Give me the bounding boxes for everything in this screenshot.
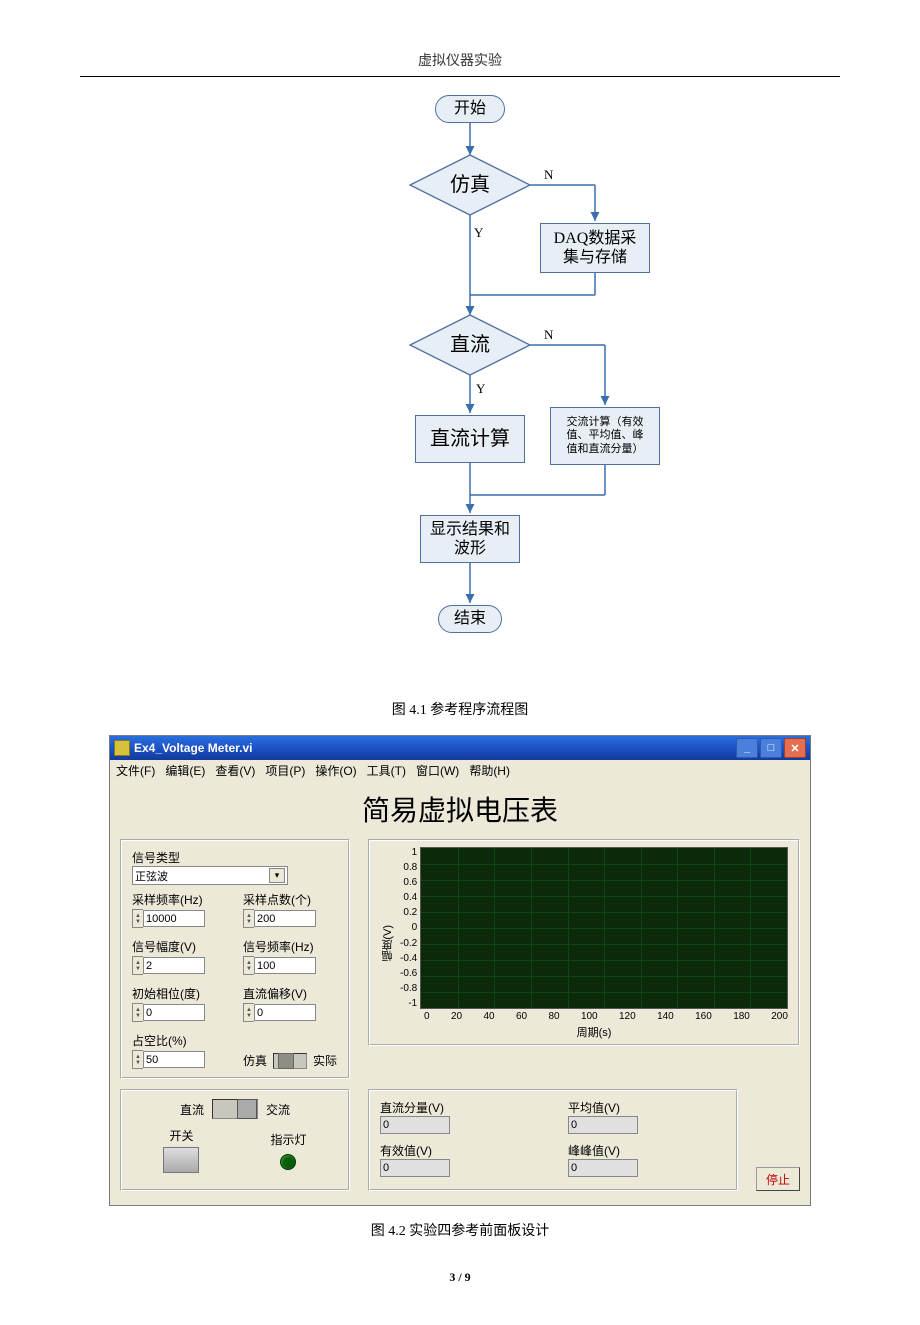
menu-file[interactable]: 文件(F) [116,762,155,779]
close-button[interactable]: ✕ [784,738,806,758]
rms-label: 有效值(V) [380,1142,538,1159]
header-rule [80,76,840,77]
led-label: 指示灯 [270,1131,306,1148]
fc-label-sim-n: N [544,167,553,183]
indicator-led [280,1154,296,1170]
fc-daq: DAQ数据采 集与存储 [540,223,650,273]
dc-ac-panel: 直流 交流 开关 指示灯 [120,1089,350,1191]
duty-label: 占空比(%) [132,1032,227,1049]
signal-type-label: 信号类型 [132,849,338,866]
menu-window[interactable]: 窗口(W) [416,762,459,779]
offset-label: 直流偏移(V) [243,985,338,1002]
dc-comp-label: 直流分量(V) [380,1099,538,1116]
avg-label: 平均值(V) [568,1099,726,1116]
power-switch[interactable] [163,1147,199,1173]
menu-project[interactable]: 项目(P) [265,762,305,779]
sample-count-input[interactable] [254,910,316,927]
page-footer: 3 / 9 [80,1270,840,1285]
pp-label: 峰峰值(V) [568,1142,726,1159]
amp-input[interactable] [143,957,205,974]
real-label: 实际 [313,1052,337,1069]
chart-yticks: 10.80.60.40.20-0.2-0.4-0.6-0.8-1 [400,847,420,1009]
fc-start: 开始 [435,95,505,123]
menubar: 文件(F) 编辑(E) 查看(V) 项目(P) 操作(O) 工具(T) 窗口(W… [110,760,810,781]
offset-input[interactable] [254,1004,316,1021]
flowchart: 开始 仿真 DAQ数据采 集与存储 直流 直流计算 交流计算（有效 值、平均值、… [260,95,660,695]
duty-input[interactable] [143,1051,205,1068]
fc-accalc: 交流计算（有效 值、平均值、峰 值和直流分量） [550,407,660,465]
dc-ac-switch[interactable] [212,1099,258,1119]
waveform-chart[interactable] [420,847,788,1009]
flowchart-caption: 图 4.1 参考程序流程图 [80,699,840,719]
menu-edit[interactable]: 编辑(E) [165,762,205,779]
chart-xlabel: 周期(s) [400,1024,788,1040]
dc-label: 直流 [180,1101,204,1118]
sim-real-switch[interactable] [273,1053,307,1069]
fc-label-sim-y: Y [474,225,483,241]
signal-type-value: 正弦波 [135,868,168,884]
switch-label: 开关 [163,1127,199,1144]
fc-dc-label: 直流 [410,315,530,375]
ac-label: 交流 [266,1101,290,1118]
signal-type-combo[interactable]: 正弦波 ▾ [132,866,288,885]
phase-label: 初始相位(度) [132,985,227,1002]
sample-count-label: 采样点数(个) [243,891,338,908]
fc-label-dc-n: N [544,327,553,343]
amp-label: 信号幅度(V) [132,938,227,955]
labview-window: Ex4_Voltage Meter.vi _ □ ✕ 文件(F) 编辑(E) 查… [109,735,811,1206]
freq-input[interactable] [254,957,316,974]
signal-panel: 信号类型 正弦波 ▾ 采样频率(Hz) ▲▼ 采样点数(个) [120,839,350,1079]
menu-tools[interactable]: 工具(T) [367,762,406,779]
app-icon [114,740,130,756]
sample-rate-input[interactable] [143,910,205,927]
menu-operate[interactable]: 操作(O) [315,762,356,779]
chevron-down-icon[interactable]: ▾ [269,868,285,883]
titlebar[interactable]: Ex4_Voltage Meter.vi _ □ ✕ [110,736,810,760]
menu-view[interactable]: 查看(V) [215,762,255,779]
sim-label: 仿真 [243,1052,267,1069]
chart-ylabel: 幅度(V) [380,925,396,962]
menu-help[interactable]: 帮助(H) [469,762,510,779]
pp-value [568,1159,638,1177]
rms-value [380,1159,450,1177]
fc-show: 显示结果和 波形 [420,515,520,563]
maximize-button[interactable]: □ [760,738,782,758]
phase-input[interactable] [143,1004,205,1021]
page-header: 虚拟仪器实验 [80,50,840,70]
fc-dccalc: 直流计算 [415,415,525,463]
screenshot-caption: 图 4.2 实验四参考前面板设计 [80,1220,840,1240]
freq-label: 信号频率(Hz) [243,938,338,955]
avg-value [568,1116,638,1134]
fc-end: 结束 [438,605,502,633]
stop-button[interactable]: 停止 [756,1167,800,1191]
sample-rate-label: 采样频率(Hz) [132,891,227,908]
chart-xticks: 020406080100120140160180200 [422,1011,788,1022]
app-title: 简易虚拟电压表 [120,789,800,829]
dc-comp-value [380,1116,450,1134]
fc-sim-label: 仿真 [410,155,530,215]
window-title: Ex4_Voltage Meter.vi [134,741,253,755]
chart-panel: 幅度(V) 10.80.60.40.20-0.2-0.4-0.6-0.8-1 [368,839,800,1046]
output-panel: 直流分量(V) 平均值(V) 有效值(V) 峰峰值(V) [368,1089,738,1191]
fc-label-dc-y: Y [476,381,485,397]
minimize-button[interactable]: _ [736,738,758,758]
